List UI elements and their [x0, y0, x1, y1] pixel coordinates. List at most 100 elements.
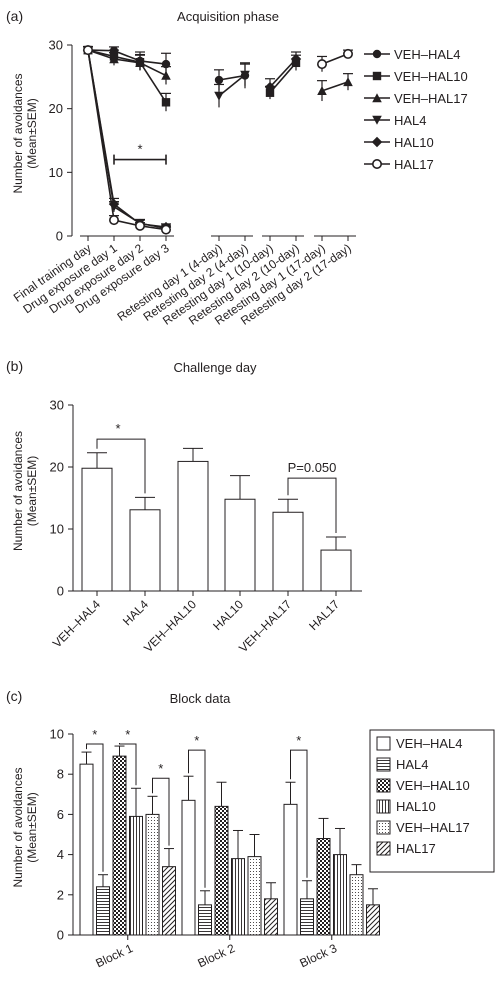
c-legend-swatch [376, 736, 391, 751]
a-y-tick-label: 0 [56, 229, 63, 244]
a-legend-marker [372, 93, 382, 103]
a-point [161, 98, 171, 107]
a-legend-marker [372, 49, 382, 59]
c-bar [300, 898, 314, 936]
c-bar [214, 805, 229, 936]
a-series-line [321, 81, 349, 92]
a-series-line [87, 49, 167, 228]
panel-b-label: (b) [6, 358, 23, 374]
c-legend-label: HAL17 [396, 841, 436, 856]
a-legend-label: VEH–HAL4 [394, 47, 460, 62]
panel-a-title: Acquisition phase [177, 9, 279, 24]
panel-c-plot-area: 0 2 4 6 8 10 Number of avoidances(Mean±SEM) Blo… [11, 727, 495, 970]
c-bar [349, 874, 364, 936]
b-x-tick-label: VEH–HAL17 [236, 597, 294, 655]
b-y-tick-label: 0 [57, 584, 64, 599]
a-legend-marker [372, 115, 382, 125]
c-legend-box [369, 729, 495, 873]
c-legend: VEH–HAL4 HAL4 VEH–HAL10 HAL10 VEH–HAL17 HAL17 [369, 729, 495, 873]
c-bar [79, 763, 94, 936]
c-legend-swatch [376, 799, 391, 814]
a-point [161, 70, 171, 80]
b-x-tick-label: HAL17 [306, 597, 342, 633]
c-bar [129, 815, 143, 936]
c-sig-star: * [194, 733, 199, 748]
c-sig-bracket [119, 743, 137, 786]
a-y-tick-label: 30 [49, 38, 63, 53]
c-sig-star: * [92, 727, 97, 742]
c-bar [283, 803, 298, 936]
c-sig-star: * [296, 733, 301, 748]
c-x-tick-label: Block 3 [297, 941, 339, 970]
a-point [343, 77, 353, 87]
b-x-tick-label: HAL10 [210, 597, 246, 633]
c-legend-label: HAL4 [396, 757, 429, 772]
a-series-line [87, 49, 167, 230]
b-bar [272, 511, 304, 592]
a-point [135, 220, 146, 231]
a-point [83, 45, 94, 56]
a-series-line [269, 58, 297, 88]
c-legend-swatch [376, 757, 391, 772]
a-point [109, 54, 119, 64]
c-legend-label: HAL10 [396, 799, 436, 814]
panel-b-challenge-day-chart: (b) Challenge day 0 10 20 30 Number of avoid… [6, 358, 362, 655]
a-sig-star: * [137, 142, 142, 157]
b-bar [129, 509, 161, 592]
a-legend-marker [372, 71, 382, 81]
a-point [264, 81, 276, 93]
c-y-tick-label: 0 [57, 928, 64, 943]
a-legend-entry: HAL17 [364, 157, 434, 172]
panel-a-label: (a) [6, 8, 23, 24]
c-bar [333, 854, 347, 936]
a-legend-entry: VEH–HAL4 [364, 47, 460, 62]
a-legend-label: HAL17 [394, 157, 434, 172]
a-point [214, 75, 224, 85]
panel-b-title: Challenge day [173, 360, 257, 375]
a-legend-entry: HAL4 [364, 113, 427, 128]
a-point [109, 215, 120, 226]
c-legend-swatch [376, 841, 391, 856]
b-y-tick-label: 20 [50, 460, 64, 475]
b-sig-bracket [287, 477, 337, 534]
a-legend-label: VEH–HAL17 [394, 91, 468, 106]
a-y-axis-label: Number of avoidances(Mean±SEM) [11, 73, 39, 193]
a-point [135, 58, 145, 68]
b-bar [177, 460, 209, 592]
b-x-tick-label: VEH–HAL4 [50, 597, 104, 651]
c-x-tick-label: Block 2 [195, 941, 237, 970]
c-sig-bracket [188, 749, 206, 888]
c-y-tick-label: 2 [57, 887, 64, 902]
a-legend-marker [371, 159, 382, 170]
b-sig-label: P=0.050 [288, 460, 337, 475]
c-x-tick-label: Block 1 [93, 941, 135, 970]
b-bar [224, 498, 256, 592]
c-legend-label: VEH–HAL17 [396, 820, 470, 835]
c-bar [96, 886, 110, 936]
b-bar [81, 467, 113, 592]
a-legend-entry: VEH–HAL10 [364, 69, 468, 84]
a-series-line [218, 74, 246, 81]
a-y-tick-label: 10 [49, 165, 63, 180]
a-legend-label: HAL4 [394, 113, 427, 128]
a-point [316, 59, 327, 70]
c-sig-bracket [86, 743, 104, 872]
panel-c-label: (c) [6, 688, 22, 704]
panel-b-plot-area: 0 10 20 30 Number of avoidances(Mean±SEM) VEH… [11, 398, 362, 655]
c-bar [145, 813, 160, 936]
a-series-line [87, 49, 167, 77]
c-bar [231, 858, 245, 936]
c-sig-bracket [152, 777, 170, 846]
a-series-HAL10 [82, 44, 302, 233]
a-series-HAL17 [83, 45, 353, 235]
a-point [214, 91, 224, 101]
c-y-tick-label: 4 [57, 847, 64, 862]
c-y-tick-label: 8 [57, 767, 64, 782]
c-legend-label: VEH–HAL4 [396, 736, 462, 751]
a-point [161, 224, 172, 235]
c-bar [162, 866, 176, 936]
b-y-tick-label: 10 [50, 522, 64, 537]
a-point [240, 70, 250, 80]
c-legend-swatch [376, 820, 391, 835]
a-legend-label: VEH–HAL10 [394, 69, 468, 84]
